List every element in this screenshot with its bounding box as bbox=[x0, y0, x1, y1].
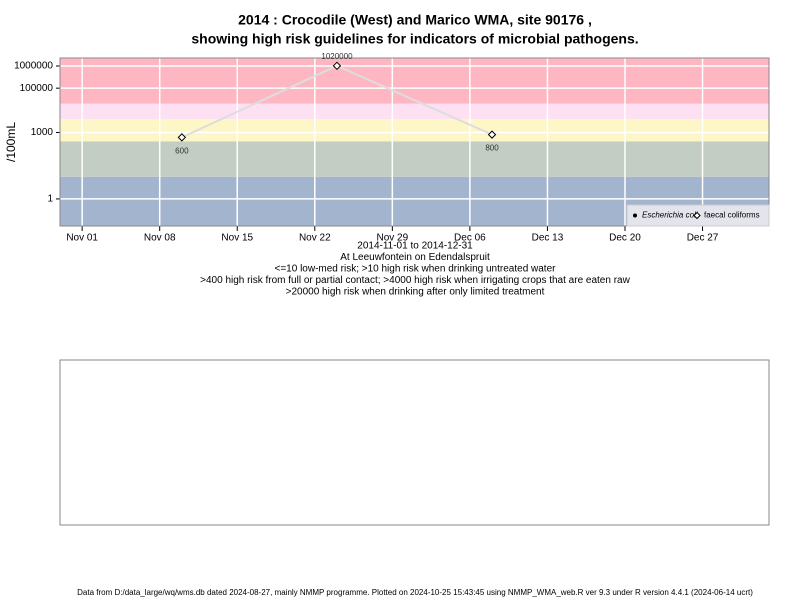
note: <=10 low-med risk; >10 high risk when dr… bbox=[275, 264, 557, 275]
risk-band bbox=[60, 103, 769, 120]
x-tick-label: Nov 08 bbox=[144, 233, 176, 244]
y-tick-label: 100000 bbox=[20, 83, 54, 94]
footer: Data from D:/data_large/wq/wms.db dated … bbox=[77, 588, 753, 597]
chart-title: 2014 : Crocodile (West) and Marico WMA, … bbox=[238, 12, 592, 28]
y-tick-label: 1000000 bbox=[14, 61, 53, 72]
risk-band bbox=[60, 141, 769, 177]
data-point bbox=[177, 133, 187, 142]
x-tick-label: Dec 13 bbox=[532, 233, 564, 244]
data-point bbox=[332, 61, 342, 71]
x-tick-label: Dec 27 bbox=[687, 233, 719, 244]
x-tick-label: Nov 01 bbox=[66, 233, 98, 244]
x-tick-label: Nov 15 bbox=[221, 233, 253, 244]
x-tick-label: Nov 29 bbox=[377, 233, 409, 244]
y-tick-label: 1 bbox=[47, 194, 53, 205]
note: >20000 high risk when drinking after onl… bbox=[286, 287, 545, 298]
data-label: 800 bbox=[485, 144, 499, 153]
x-tick-label: Dec 06 bbox=[454, 233, 486, 244]
y-axis-label: /100mL bbox=[4, 122, 18, 162]
data-label: 600 bbox=[175, 146, 189, 155]
note: >400 high risk from full or partial cont… bbox=[200, 275, 630, 286]
risk-band bbox=[60, 119, 769, 142]
x-tick-label: Nov 22 bbox=[299, 233, 331, 244]
legend-label: faecal coliforms bbox=[704, 211, 760, 220]
data-label: 1020000 bbox=[321, 52, 353, 61]
chart-subtitle: showing high risk guidelines for indicat… bbox=[191, 31, 638, 47]
note: 2014-11-01 to 2014-12-31 bbox=[357, 241, 473, 252]
y-tick-label: 1000 bbox=[31, 127, 54, 138]
data-point bbox=[487, 130, 497, 139]
legend-marker bbox=[693, 211, 701, 220]
empty-panel bbox=[59, 359, 770, 526]
risk-band bbox=[60, 58, 769, 104]
plot-frame bbox=[59, 57, 770, 227]
legend-label: Escherichia coli bbox=[642, 211, 698, 220]
legend-marker bbox=[633, 213, 637, 218]
note: At Leeuwfontein on Edendalspruit bbox=[340, 252, 490, 263]
x-tick-label: Dec 20 bbox=[609, 233, 641, 244]
